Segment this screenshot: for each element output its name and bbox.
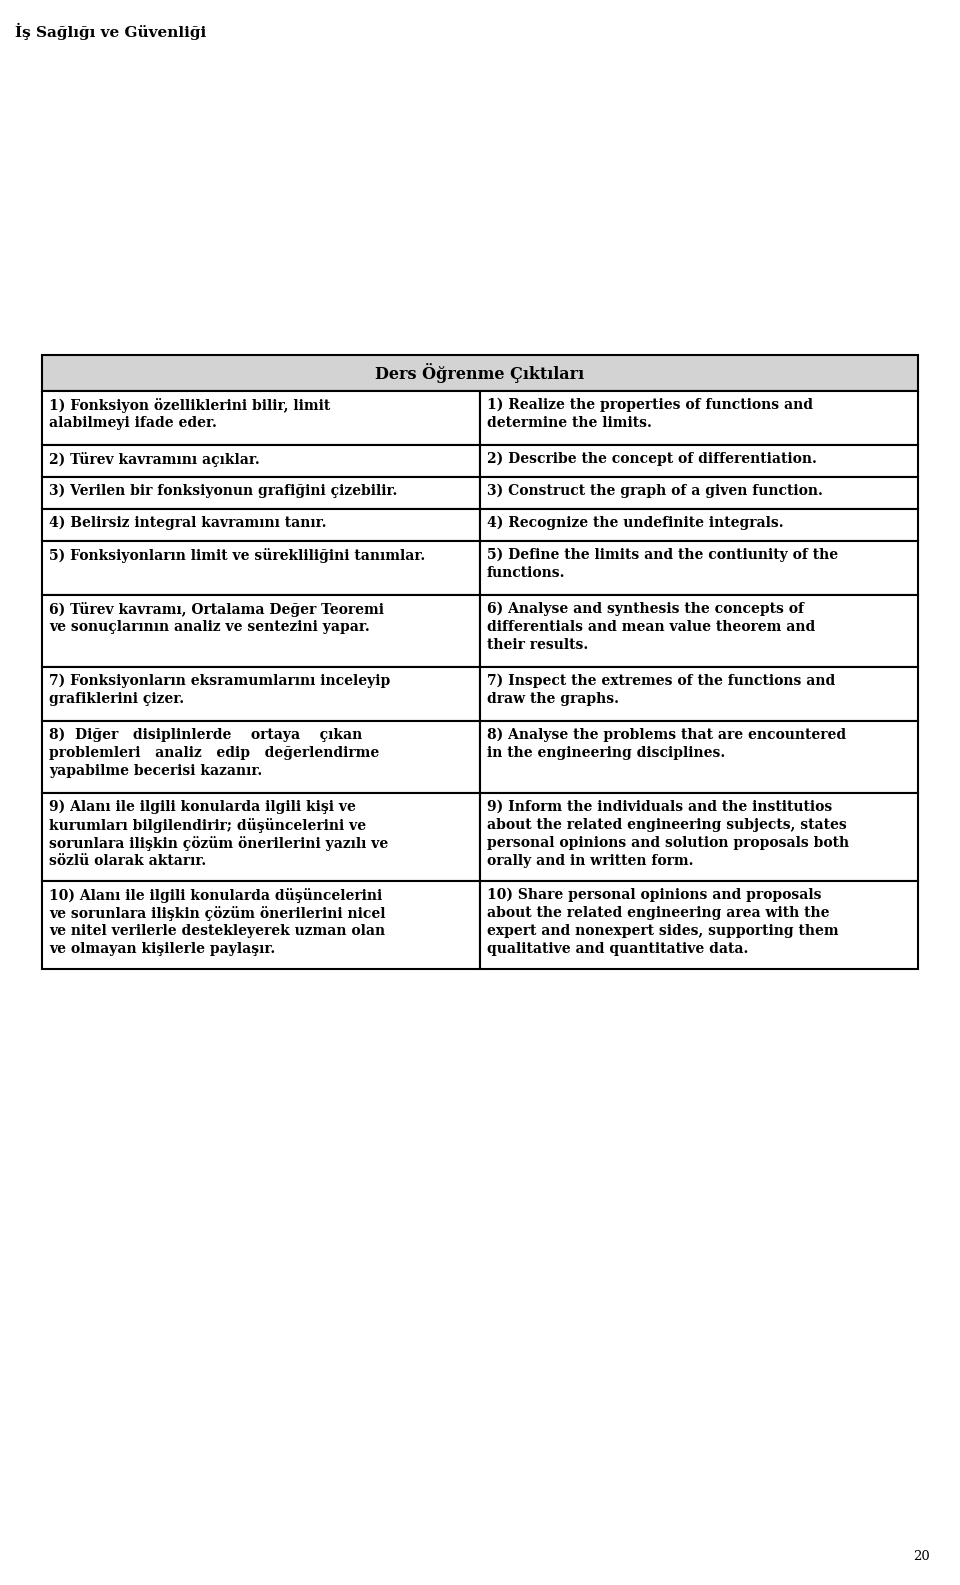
Text: differentials and mean value theorem and: differentials and mean value theorem and [487,620,815,634]
Text: 5) Fonksiyonların limit ve sürekliliğini tanımlar.: 5) Fonksiyonların limit ve sürekliliğini… [49,548,425,563]
Bar [480,881,918,968]
Text: ve nitel verilerle destekleyerek uzman olan: ve nitel verilerle destekleyerek uzman o… [49,924,385,938]
Text: about the related engineering area with the: about the related engineering area with … [487,907,829,919]
Text: alabilmeyi ifade eder.: alabilmeyi ifade eder. [49,415,217,430]
Text: sözlü olarak aktarır.: sözlü olarak aktarır. [49,854,206,869]
Bar [42,391,480,445]
Text: problemleri   analiz   edip   değerlendirme: problemleri analiz edip değerlendirme [49,747,379,759]
Text: 10) Alanı ile ilgili konularda düşüncelerini: 10) Alanı ile ilgili konularda düşüncele… [49,888,382,903]
Text: 1) Realize the properties of functions and: 1) Realize the properties of functions a… [487,398,813,412]
Text: ve sonuçlarının analiz ve sentezini yapar.: ve sonuçlarının analiz ve sentezini yapa… [49,620,370,634]
Text: functions.: functions. [487,566,565,580]
Text: kurumları bilgilendirir; düşüncelerini ve: kurumları bilgilendirir; düşüncelerini v… [49,818,366,834]
Bar [42,445,480,477]
Bar [42,881,480,968]
Bar [480,594,918,667]
Bar [480,792,918,881]
Text: expert and nonexpert sides, supporting them: expert and nonexpert sides, supporting t… [487,924,839,938]
Text: draw the graphs.: draw the graphs. [487,693,619,705]
Text: 2) Türev kavramını açıklar.: 2) Türev kavramını açıklar. [49,452,260,468]
Text: personal opinions and solution proposals both: personal opinions and solution proposals… [487,835,850,850]
Bar [480,477,918,509]
Text: about the related engineering subjects, states: about the related engineering subjects, … [487,818,847,832]
Bar [480,445,918,477]
Text: 3) Construct the graph of a given function.: 3) Construct the graph of a given functi… [487,483,823,498]
Text: 9) Inform the individuals and the institutios: 9) Inform the individuals and the instit… [487,800,832,815]
Text: 10) Share personal opinions and proposals: 10) Share personal opinions and proposal… [487,888,822,902]
Text: orally and in written form.: orally and in written form. [487,854,693,869]
Text: 6) Türev kavramı, Ortalama Değer Teoremi: 6) Türev kavramı, Ortalama Değer Teoremi [49,602,384,617]
Bar [42,667,480,721]
Bar [42,721,480,792]
Bar [42,594,480,667]
Text: Ders Öğrenme Çıktıları: Ders Öğrenme Çıktıları [375,363,585,384]
Bar [42,509,480,540]
Text: 1) Fonksiyon özelliklerini bilir, limit: 1) Fonksiyon özelliklerini bilir, limit [49,398,330,414]
Text: 5) Define the limits and the contiunity of the: 5) Define the limits and the contiunity … [487,548,838,563]
Text: determine the limits.: determine the limits. [487,415,652,430]
Bar [480,667,918,721]
Text: 3) Verilen bir fonksiyonun grafiğini çizebilir.: 3) Verilen bir fonksiyonun grafiğini çiz… [49,483,397,498]
Bar [480,509,918,540]
Bar [480,721,918,792]
Text: sorunlara ilişkin çözüm önerilerini yazılı ve: sorunlara ilişkin çözüm önerilerini yazı… [49,835,388,851]
Text: qualitative and quantitative data.: qualitative and quantitative data. [487,941,749,956]
Text: their results.: their results. [487,639,588,651]
Text: 6) Analyse and synthesis the concepts of: 6) Analyse and synthesis the concepts of [487,602,804,617]
Bar [480,391,918,445]
Text: yapabilme becerisi kazanır.: yapabilme becerisi kazanır. [49,764,262,778]
Text: İş Sağlığı ve Güvenliği: İş Sağlığı ve Güvenliği [15,24,206,40]
Text: 8)  Diğer   disiplinlerde    ortaya    çıkan: 8) Diğer disiplinlerde ortaya çıkan [49,728,362,742]
Text: 9) Alanı ile ilgili konularda ilgili kişi ve: 9) Alanı ile ilgili konularda ilgili kiş… [49,800,356,815]
Text: grafiklerini çizer.: grafiklerini çizer. [49,693,184,705]
Text: ve sorunlara ilişkin çözüm önerilerini nicel: ve sorunlara ilişkin çözüm önerilerini n… [49,907,386,921]
Bar [480,540,918,594]
Text: 20: 20 [913,1550,930,1563]
Text: ve olmayan kişilerle paylaşır.: ve olmayan kişilerle paylaşır. [49,941,276,956]
Bar [42,792,480,881]
Text: 4) Recognize the undefinite integrals.: 4) Recognize the undefinite integrals. [487,517,783,531]
Text: 4) Belirsiz integral kavramını tanır.: 4) Belirsiz integral kavramını tanır. [49,517,326,531]
Bar [42,540,480,594]
Bar [42,477,480,509]
Text: 2) Describe the concept of differentiation.: 2) Describe the concept of differentiati… [487,452,817,466]
Bar [42,355,918,391]
Text: 7) Fonksiyonların eksramumlarını inceleyip: 7) Fonksiyonların eksramumlarını inceley… [49,674,391,688]
Text: in the engineering disciplines.: in the engineering disciplines. [487,747,725,759]
Text: 8) Analyse the problems that are encountered: 8) Analyse the problems that are encount… [487,728,846,742]
Text: 7) Inspect the extremes of the functions and: 7) Inspect the extremes of the functions… [487,674,835,688]
